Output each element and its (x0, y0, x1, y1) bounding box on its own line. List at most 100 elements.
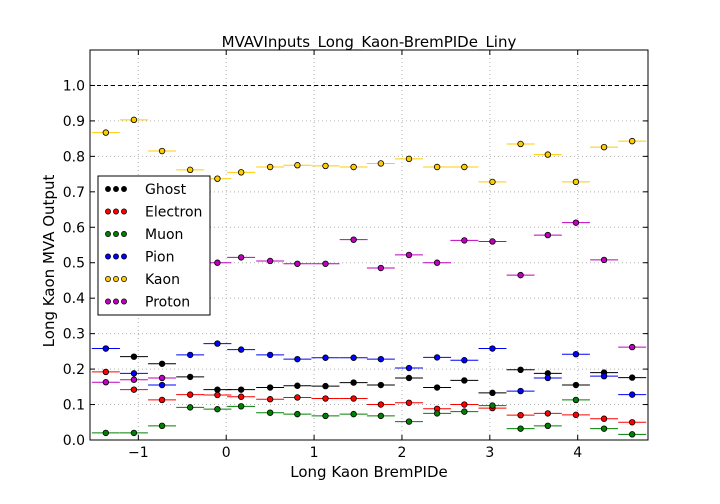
data-point (158, 381, 166, 389)
data-point (461, 357, 468, 364)
data-point (350, 236, 357, 243)
data-point (517, 425, 524, 432)
data-point (628, 137, 636, 145)
y-tick-label: 0.6 (63, 220, 85, 236)
data-point (628, 419, 636, 426)
data-point (130, 353, 138, 360)
data-point (102, 429, 110, 437)
data-point (544, 374, 552, 382)
y-axis-label: Long Kaon MVA Output (40, 175, 58, 348)
legend-marker (105, 276, 111, 282)
data-point (214, 386, 221, 393)
data-point (130, 116, 138, 124)
data-point (237, 393, 245, 400)
data-point (186, 351, 194, 359)
data-point (237, 386, 245, 393)
data-point (405, 399, 413, 406)
data-point (266, 409, 274, 416)
data-point (186, 404, 194, 411)
x-tick-label: 3 (485, 445, 494, 461)
legend-marker (121, 276, 127, 282)
data-point (350, 410, 357, 418)
data-point (214, 405, 221, 413)
data-point (130, 376, 138, 383)
data-point (294, 410, 301, 418)
y-tick-label: 0.7 (63, 185, 85, 201)
data-point (628, 431, 636, 438)
legend-item-electron: Electron (105, 205, 202, 221)
data-point (294, 162, 301, 169)
data-point (350, 354, 357, 361)
series-kaon (91, 116, 647, 186)
data-point (266, 257, 274, 265)
data-point (517, 271, 524, 279)
data-point (544, 151, 552, 158)
data-point (433, 259, 441, 266)
legend-marker (121, 231, 127, 237)
data-point (405, 251, 413, 259)
data-point (572, 351, 580, 358)
legend-marker (113, 208, 119, 215)
x-tick-label: −1 (128, 445, 149, 461)
series-electron (91, 368, 647, 426)
x-tick-label: 0 (222, 445, 231, 461)
data-point (294, 260, 301, 267)
data-point (517, 366, 524, 373)
data-point (628, 343, 636, 351)
data-point (322, 260, 329, 267)
x-tick-label: 1 (310, 445, 319, 461)
data-point (158, 360, 166, 367)
data-point (130, 386, 138, 393)
data-point (266, 351, 274, 359)
data-point (377, 401, 385, 408)
data-point (102, 379, 110, 386)
data-point (214, 340, 221, 347)
data-point (130, 370, 138, 377)
legend-item-kaon: Kaon (105, 272, 180, 288)
data-point (266, 163, 274, 171)
data-point (600, 415, 608, 422)
y-tick-label: 0.9 (63, 114, 85, 130)
data-point (489, 389, 496, 397)
data-point (544, 231, 552, 239)
legend-marker (121, 208, 127, 215)
data-point (572, 381, 580, 389)
data-point (322, 382, 329, 390)
data-point (322, 354, 329, 361)
data-point (322, 412, 329, 420)
legend-item-ghost: Ghost (105, 182, 187, 198)
data-point (433, 354, 441, 361)
data-point (158, 422, 166, 430)
data-point (517, 387, 524, 395)
data-point (489, 178, 496, 186)
legend-label: Ghost (145, 182, 187, 198)
data-point (158, 374, 166, 382)
legend-label: Pion (145, 250, 174, 266)
y-tick-label: 0.0 (63, 433, 85, 449)
data-point (102, 368, 110, 376)
legend-label: Muon (145, 227, 183, 243)
data-point (294, 382, 301, 389)
legend-marker (105, 186, 111, 192)
x-tick-label: 2 (397, 445, 406, 461)
data-point (544, 410, 552, 417)
x-tick-label: 4 (573, 445, 582, 461)
y-tick-label: 0.1 (63, 398, 85, 414)
legend-marker (113, 298, 119, 305)
data-point (294, 355, 301, 363)
data-point (377, 412, 385, 420)
data-point (237, 169, 245, 176)
data-point (461, 408, 468, 415)
data-point (600, 143, 608, 151)
data-point (572, 178, 580, 186)
legend-marker (113, 253, 119, 260)
y-tick-label: 0.5 (63, 256, 85, 272)
data-point (433, 384, 441, 391)
legend-item-pion: Pion (105, 250, 174, 266)
legend-marker (113, 186, 119, 192)
data-point (405, 418, 413, 425)
data-point (600, 425, 608, 432)
data-point (237, 403, 245, 410)
legend-marker (121, 298, 127, 305)
